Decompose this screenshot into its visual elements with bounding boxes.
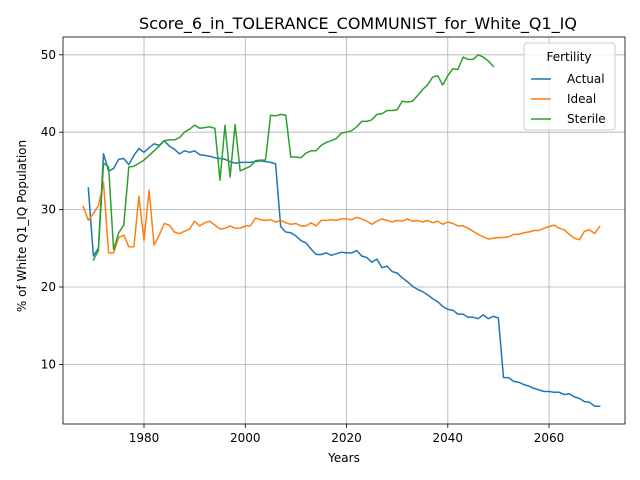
x-tick-label: 2060 (534, 431, 565, 445)
y-tick-label: 20 (41, 280, 56, 294)
chart-title: Score_6_in_TOLERANCE_COMMUNIST_for_White… (139, 14, 577, 34)
x-tick-label: 2040 (433, 431, 464, 445)
y-tick-label: 40 (41, 125, 56, 139)
series-line-ideal (83, 183, 599, 253)
series-layer (83, 55, 599, 406)
x-tick-label: 2000 (230, 431, 261, 445)
y-axis-label: % of White Q1_IQ Population (15, 140, 29, 312)
legend-label-ideal: Ideal (567, 92, 596, 106)
y-axis: 10 20 30 40 50 (41, 48, 63, 372)
legend-label-actual: Actual (567, 72, 605, 86)
x-tick-label: 1980 (129, 431, 160, 445)
legend-title: Fertility (546, 50, 591, 64)
y-tick-label: 50 (41, 48, 56, 62)
legend: Fertility Actual Ideal Sterile (524, 43, 615, 130)
legend-label-sterile: Sterile (567, 112, 606, 126)
y-tick-label: 30 (41, 203, 56, 217)
series-line-sterile (93, 55, 493, 260)
x-axis-label: Years (327, 451, 360, 465)
y-tick-label: 10 (41, 357, 56, 371)
series-line-actual (88, 141, 599, 407)
x-axis: 1980 2000 2020 2040 2060 (129, 424, 565, 445)
x-tick-label: 2020 (331, 431, 362, 445)
